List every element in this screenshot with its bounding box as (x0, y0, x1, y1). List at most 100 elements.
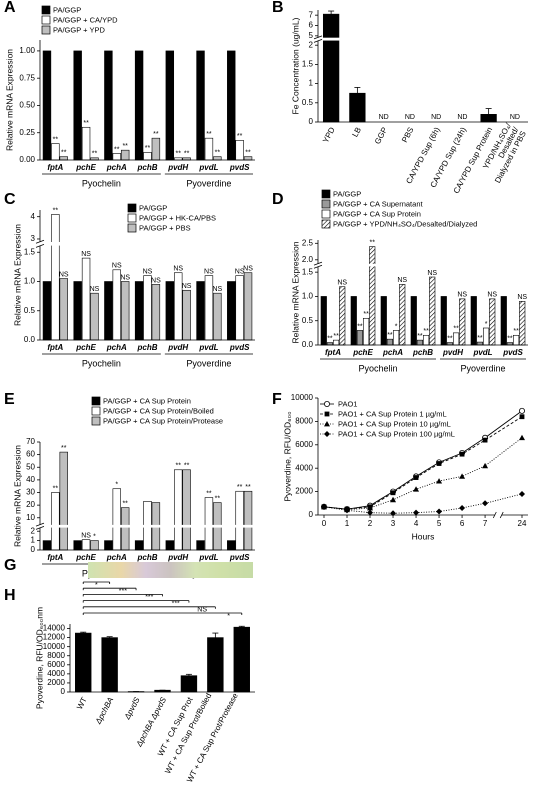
x-tick-label: 2 (368, 519, 373, 528)
bar (59, 156, 68, 161)
y-tick-label: 14000 (43, 624, 66, 633)
significance-label: ** (61, 150, 67, 157)
y-tick-label: 1.5 (302, 267, 314, 276)
legend-swatch (321, 209, 331, 219)
bar (235, 490, 244, 551)
significance-label: ** (122, 501, 128, 508)
y-axis-label: Relative mRNA Expression (4, 49, 14, 151)
bar (227, 50, 236, 161)
bar (42, 540, 52, 551)
legend-label: PA/GGP + CA Sup Protein (103, 396, 191, 405)
marker (519, 407, 526, 414)
bar (196, 281, 205, 341)
bar (235, 140, 244, 161)
bar (243, 490, 253, 551)
bar (90, 292, 99, 341)
y-tick-label: 0.5 (24, 306, 36, 315)
x-tick-label: pchE (75, 553, 96, 562)
significance-label: ** (145, 145, 151, 152)
x-tick-label: YPD (321, 126, 337, 145)
x-tick-label: 1 (345, 519, 350, 528)
legend-label: PA/GGP + CA Supernatant (333, 199, 423, 208)
comparison-label: NS (197, 607, 207, 614)
significance-label: ** (237, 484, 243, 491)
bar (322, 13, 340, 123)
group-label: Pyochelin (358, 363, 397, 373)
x-tick-label: GGP (373, 126, 389, 146)
legend-label: PA/GGP + PBS (139, 223, 191, 232)
legend-label: PA/GGP + HK-CA/PBS (139, 213, 216, 222)
significance-label: ** (245, 150, 251, 157)
significance-label: NS (59, 271, 69, 278)
y-tick-label: 4 (31, 212, 36, 221)
panel-letter: G (4, 557, 16, 574)
bar (75, 632, 92, 693)
bar (174, 469, 183, 551)
bar (73, 50, 82, 161)
legend-label: PA/GGP + YPD (53, 25, 105, 34)
x-tick-label: PBS (400, 126, 415, 144)
y-tick-label: 10000 (43, 642, 66, 651)
legend-label: PA/GGP + CA Sup Protein (333, 209, 421, 218)
y-tick-label: 2 (31, 526, 36, 535)
y-tick-label: 0 (61, 687, 66, 696)
y-tick-label: 1.0 (24, 277, 36, 286)
panel-letter: C (4, 191, 16, 208)
break-mark (35, 239, 45, 244)
bar (356, 330, 363, 346)
marker (459, 504, 466, 511)
tube-photo (88, 562, 253, 578)
legend-label: PA/GGP + YPD/NH₄SO₄/Desalted/Dialyzed (333, 219, 477, 228)
y-tick-label: 4000 (295, 463, 313, 472)
value-label: ND (431, 114, 441, 121)
break-mark (313, 264, 323, 269)
bar (362, 317, 370, 346)
significance-label: ** (114, 146, 120, 153)
significance-label: NS (427, 270, 437, 277)
marker (413, 486, 420, 492)
y-tick-label: 7 (309, 10, 314, 19)
significance-label: NS (204, 268, 214, 275)
bar (470, 296, 477, 346)
significance-label: ** (61, 445, 67, 452)
significance-label: ** (215, 495, 221, 502)
y-axis-label: Relative mRNA Expression (12, 224, 22, 326)
significance-label: * (115, 482, 118, 489)
y-tick-label: 2 (309, 40, 314, 49)
significance-label: ** (184, 463, 190, 470)
bar (233, 626, 250, 693)
group-label: Pyoverdine (186, 178, 231, 188)
significance-label: ** (92, 151, 98, 158)
axis-break (495, 513, 502, 517)
bar (104, 540, 113, 551)
legend-label: PAO1 + CA Sup Protein 100 µg/mL (338, 429, 455, 438)
series-line (323, 493, 523, 514)
y-tick-label: 1.5 (24, 247, 36, 256)
y-tick-label: 60 (26, 450, 35, 459)
x-tick-label: pchA (106, 553, 127, 562)
significance-label: NS (337, 280, 347, 287)
x-tick-label: pchB (137, 343, 158, 352)
x-tick-label: pchA (382, 348, 403, 357)
panel-letter: A (4, 0, 16, 16)
x-tick-label: fptA (47, 163, 63, 172)
bar (429, 276, 436, 346)
axis-break (36, 524, 255, 528)
bar (519, 300, 526, 346)
significance-label: ** (507, 335, 513, 342)
marker (436, 461, 442, 466)
break-mark (313, 35, 323, 40)
bar (204, 497, 214, 551)
y-tick-label: 12000 (43, 633, 66, 642)
significance-label: NS (457, 292, 467, 299)
significance-label: NS (487, 292, 497, 299)
x-tick-label: pvdL (198, 343, 218, 352)
significance-label: ** (122, 143, 128, 150)
bar (182, 289, 191, 341)
y-tick-label: 1.00 (19, 46, 35, 55)
bar (120, 149, 130, 161)
bar (235, 275, 244, 341)
legend-label: PAO1 + CA Sup Protein 1 µg/mL (338, 409, 447, 418)
significance-label: ** (387, 332, 393, 339)
bar (320, 296, 327, 346)
